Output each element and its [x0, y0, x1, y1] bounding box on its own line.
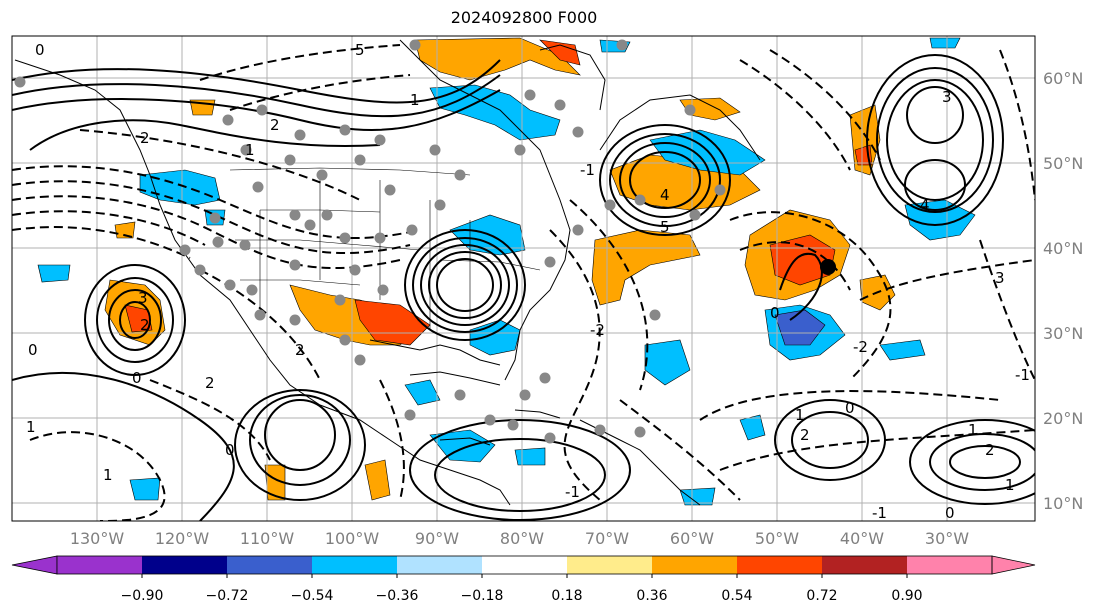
- contour-label: 2: [270, 116, 280, 134]
- colorbar-tick-label: 0.54: [721, 588, 752, 604]
- contour-labels: 0 5 2 1 1 3 4 5 -1 2 3 2 0 1 2 0 -2 -1 -…: [26, 41, 1030, 522]
- lat-label: 30°N: [1043, 324, 1083, 343]
- lon-label: 30°W: [925, 529, 969, 548]
- colorbar-segment: [907, 556, 992, 574]
- contour-label: 1: [26, 418, 36, 436]
- contour-label: 0: [28, 341, 38, 359]
- colorbar-segment: [227, 556, 312, 574]
- contour-label: 1: [103, 466, 113, 484]
- lat-label: 60°N: [1043, 69, 1083, 88]
- contour-label: 1: [1005, 476, 1015, 494]
- colorbar-tick-label: 0.90: [891, 588, 922, 604]
- lon-label: 50°W: [755, 529, 799, 548]
- contour-label: 2: [140, 316, 150, 334]
- lat-label: 50°N: [1043, 154, 1083, 173]
- colorbar-outline: [56, 555, 993, 575]
- colorbar-tick-labels: −0.90 −0.72 −0.54 −0.36 −0.18 0.18 0.36 …: [121, 588, 923, 604]
- contour-label: -1: [565, 483, 580, 501]
- colorbar-segment: [482, 556, 567, 574]
- map-frame: [11, 35, 1036, 522]
- colorbar-segment: [567, 556, 652, 574]
- colorbar-segment: [737, 556, 822, 574]
- contour-label: 4: [660, 186, 670, 204]
- contour-label: 0: [770, 304, 780, 322]
- contour-label: 2: [985, 441, 995, 459]
- lon-label: 110°W: [240, 529, 295, 548]
- contour-label: 1: [795, 406, 805, 424]
- colorbar-segment: [142, 556, 227, 574]
- colorbar-tick-label: 0.18: [551, 588, 582, 604]
- lon-label: 120°W: [155, 529, 210, 548]
- colorbar-extend-high: [991, 555, 1036, 575]
- contour-label: 4: [920, 196, 930, 214]
- lon-label: 90°W: [415, 529, 459, 548]
- contour-label: 2: [800, 426, 810, 444]
- contour-label: -1: [872, 504, 887, 522]
- latitude-labels: 60°N 50°N 40°N 30°N 20°N 10°N: [1043, 69, 1083, 513]
- lat-label: 40°N: [1043, 239, 1083, 258]
- colorbar-tick-label: −0.36: [376, 588, 419, 604]
- contour-label: -1: [1015, 366, 1030, 384]
- contour-label: 3: [138, 289, 148, 307]
- contour-label: 2: [205, 374, 215, 392]
- station-markers: [14, 39, 726, 444]
- lat-label: 10°N: [1043, 494, 1083, 513]
- map-title: 2024092800 F000: [450, 8, 598, 27]
- map-panel: 0 5 2 1 1 3 4 5 -1 2 3 2 0 1 2 0 -2 -1 -…: [12, 36, 1035, 522]
- lon-label: 60°W: [670, 529, 714, 548]
- colorbar-segment: [822, 556, 907, 574]
- contour-label: -1: [580, 161, 595, 179]
- lon-label: 80°W: [500, 529, 544, 548]
- contour-label: 3: [995, 269, 1005, 287]
- colorbar-segment: [57, 556, 142, 574]
- contour-label: 2: [295, 341, 305, 359]
- contour-label: 5: [355, 41, 365, 59]
- colorbar-segment: [397, 556, 482, 574]
- contour-label: 1: [968, 421, 978, 439]
- colorbar-tick-label: −0.54: [291, 588, 334, 604]
- contour-label: -2: [853, 338, 868, 356]
- colorbar-tick-label: 0.72: [806, 588, 837, 604]
- contour-label: 0: [225, 441, 235, 459]
- contour-label: 2: [140, 129, 150, 147]
- dashed-contours: [12, 44, 1035, 521]
- colorbar-segment: [312, 556, 397, 574]
- contour-label: 1: [245, 141, 255, 159]
- contour-label: 0: [945, 504, 955, 522]
- lon-label: 100°W: [325, 529, 380, 548]
- solid-contours: [12, 54, 1035, 521]
- colorbar-tick-label: −0.18: [461, 588, 504, 604]
- colorbar-extend-low: [11, 555, 58, 575]
- colorbar-tick-label: −0.90: [121, 588, 164, 604]
- contour-label: 0: [132, 369, 142, 387]
- graticule: [12, 36, 1035, 521]
- lon-label: 70°W: [585, 529, 629, 548]
- contour-label: 5: [660, 218, 670, 236]
- contour-label: -2: [590, 321, 605, 339]
- lon-label: 40°W: [840, 529, 884, 548]
- colorbar: [11, 555, 1036, 578]
- lat-label: 20°N: [1043, 409, 1083, 428]
- lon-label: 130°W: [70, 529, 125, 548]
- colorbar-tick-label: −0.72: [206, 588, 249, 604]
- contour-label: 3: [942, 88, 952, 106]
- contour-label: 0: [845, 399, 855, 417]
- contour-label: 1: [410, 91, 420, 109]
- contour-label: 0: [35, 41, 45, 59]
- longitude-labels: 130°W 120°W 110°W 100°W 90°W 80°W 70°W 6…: [70, 529, 969, 548]
- colorbar-segment: [652, 556, 737, 574]
- colorbar-tick-label: 0.36: [636, 588, 667, 604]
- black-location-marker: [820, 259, 836, 275]
